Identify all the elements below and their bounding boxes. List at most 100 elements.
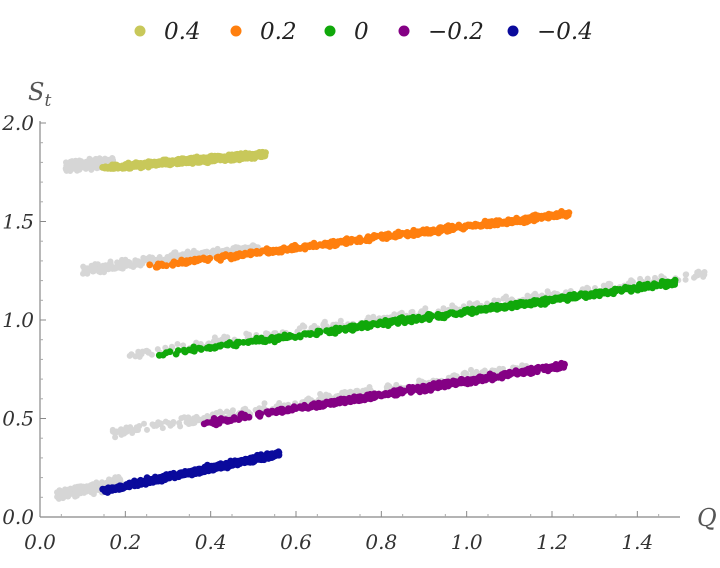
data-point [460, 224, 468, 232]
background-point [63, 167, 70, 174]
data-point [220, 464, 228, 471]
data-point [237, 411, 245, 418]
data-point [481, 217, 489, 225]
data-point [210, 415, 218, 422]
data-point [102, 486, 110, 493]
data-point [242, 250, 250, 258]
background-point [701, 271, 708, 278]
data-point [256, 150, 264, 158]
background-point [83, 485, 90, 492]
data-point [533, 214, 541, 222]
data-point [503, 219, 510, 227]
background-point [460, 370, 467, 377]
background-point [87, 482, 94, 489]
background-point [78, 159, 85, 166]
y-tick-label: 2.0 [1, 111, 34, 135]
data-point [385, 318, 393, 326]
y-tick-label: 0.5 [2, 407, 34, 431]
data-point [159, 159, 166, 167]
data-point [399, 229, 406, 237]
background-point [84, 161, 91, 168]
data-point [173, 156, 181, 164]
background-point [682, 276, 689, 283]
y-tick-label: 1.5 [2, 210, 34, 234]
background-point [239, 245, 246, 252]
data-point [393, 387, 401, 395]
series-1-points [80, 208, 573, 277]
background-point [125, 259, 132, 265]
background-point [73, 492, 80, 499]
data-point [255, 454, 262, 462]
data-point [227, 458, 235, 466]
data-point [315, 327, 323, 335]
data-point [382, 231, 390, 239]
background-point [116, 428, 123, 434]
data-point [499, 371, 507, 379]
data-point [335, 327, 342, 335]
data-point [214, 253, 222, 261]
data-point [222, 251, 230, 258]
background-point [109, 428, 116, 435]
background-point [524, 292, 531, 299]
series-2-points [126, 268, 708, 360]
background-point [141, 420, 147, 427]
data-point [610, 288, 617, 295]
background-point [140, 254, 147, 261]
data-point [552, 294, 559, 302]
y-tick-label: 1.0 [2, 308, 34, 332]
data-point [492, 305, 500, 313]
data-point [330, 237, 337, 245]
background-point [606, 280, 613, 287]
background-point [81, 268, 88, 275]
data-point [576, 291, 584, 299]
background-point [449, 302, 456, 309]
data-point [348, 396, 356, 404]
background-point [68, 160, 75, 167]
data-point [192, 470, 200, 477]
data-point [274, 406, 282, 414]
background-point [418, 308, 425, 315]
data-point [516, 299, 523, 307]
data-point [272, 449, 280, 457]
data-point [351, 322, 358, 330]
data-point [199, 155, 207, 163]
data-point [281, 246, 289, 253]
background-point [694, 272, 701, 279]
background-point [644, 275, 651, 282]
data-point [240, 339, 247, 346]
data-point [362, 393, 370, 401]
data-point [456, 377, 464, 385]
background-point [169, 421, 176, 428]
data-point [410, 386, 418, 393]
data-point [290, 246, 298, 253]
background-point [584, 284, 590, 291]
data-point [235, 416, 243, 423]
x-axis-label: Q [697, 504, 717, 532]
data-point [218, 154, 225, 162]
background-point [320, 321, 327, 328]
data-point [341, 396, 348, 404]
data-point [492, 374, 499, 381]
background-point [105, 266, 112, 273]
data-point [197, 346, 205, 353]
data-point [203, 419, 211, 426]
x-tick-label: 1.4 [621, 530, 653, 554]
data-point [619, 286, 627, 294]
data-point [442, 311, 450, 318]
data-point [310, 402, 318, 410]
data-point [144, 477, 152, 485]
background-point [246, 331, 253, 338]
background-point [398, 309, 405, 316]
x-tick-label: 1.0 [451, 530, 483, 554]
background-point [155, 419, 162, 426]
data-point [302, 404, 309, 411]
data-point [270, 247, 277, 255]
legend-marker [134, 25, 146, 37]
data-point [437, 380, 445, 388]
data-point [161, 476, 169, 484]
data-point [464, 306, 471, 313]
background-point [198, 249, 205, 256]
axes: 0.0 0.2 0.4 0.6 0.8 1.0 1.2 1.4 0.0 0.5 1.0 1.5 2.0 [1, 111, 680, 554]
background-point [144, 426, 150, 433]
data-point [241, 150, 249, 158]
